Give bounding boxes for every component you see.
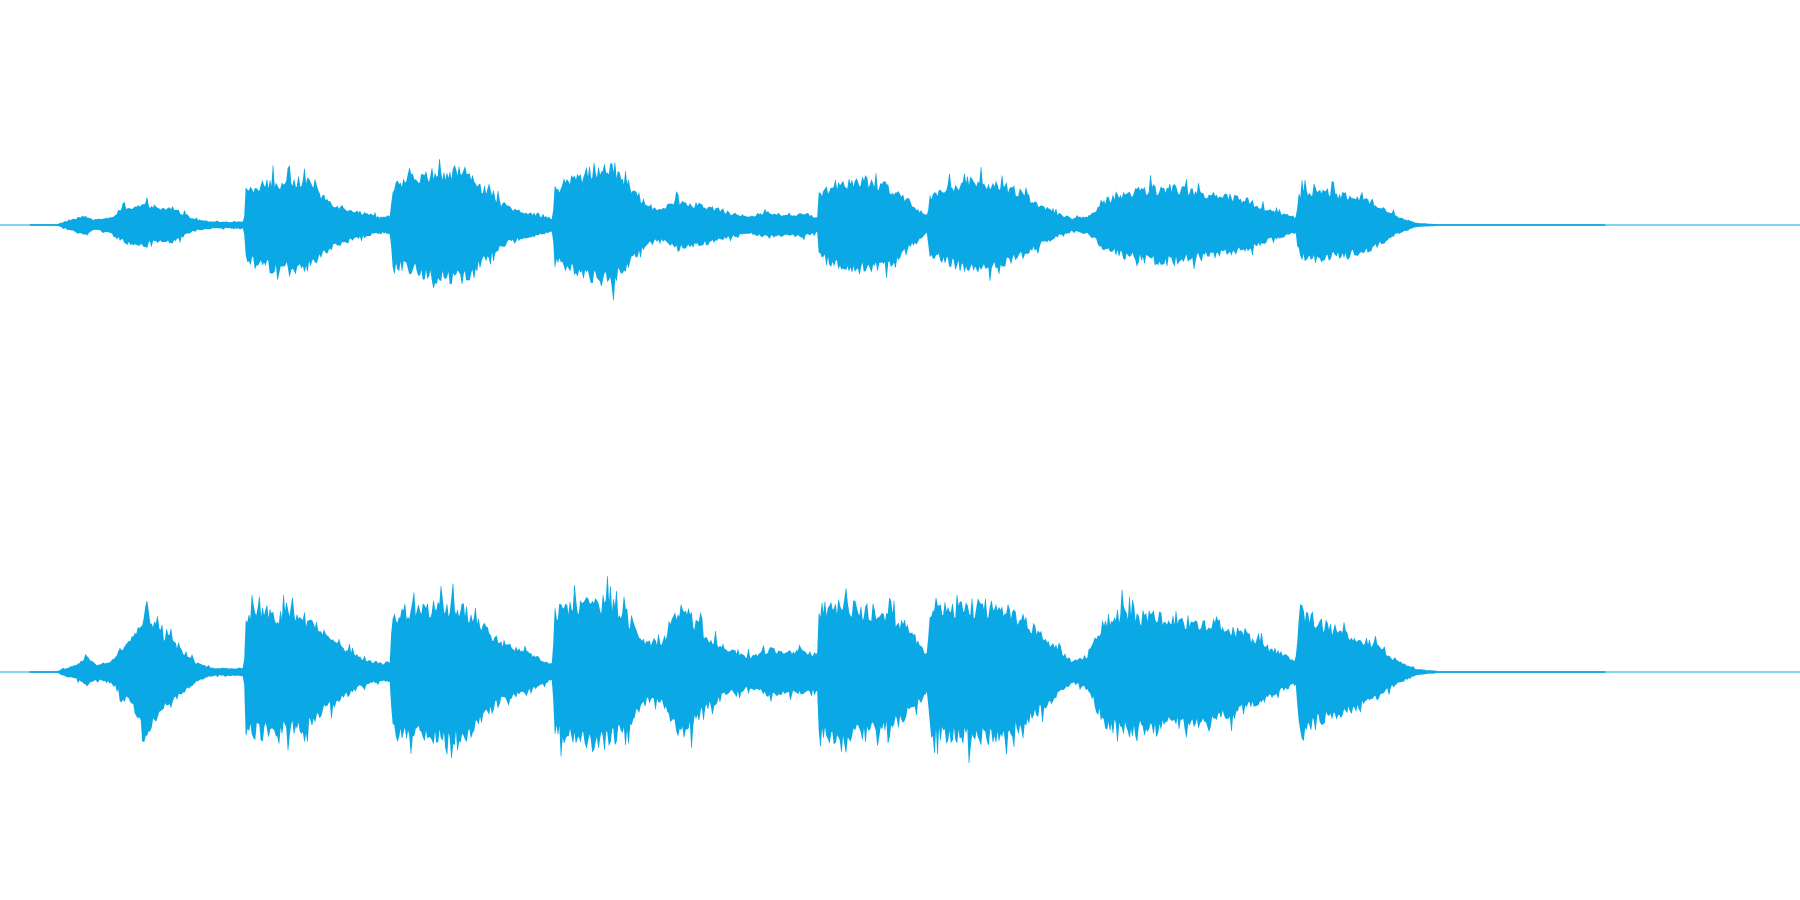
waveform-channel-1	[0, 159, 1800, 301]
waveform-channel-2	[0, 575, 1800, 764]
waveform-shape	[29, 159, 1606, 301]
waveform-shape	[29, 575, 1606, 764]
